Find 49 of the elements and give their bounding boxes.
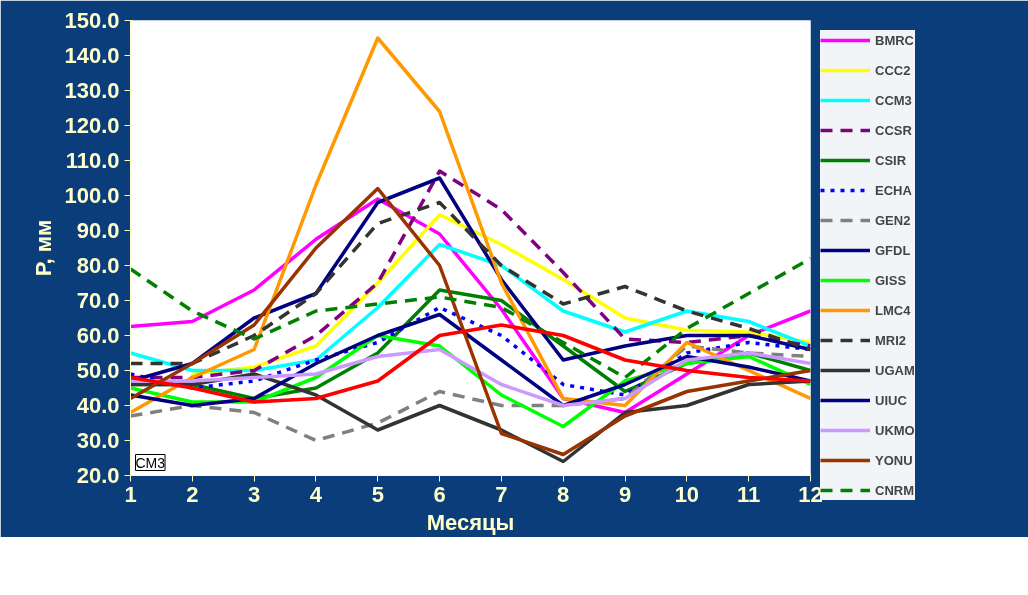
- y-tick-label: 70.0: [76, 288, 120, 313]
- y-tick-label: 130.0: [64, 78, 120, 103]
- x-tick-label: 9: [618, 481, 632, 507]
- legend-label: BMRC: [875, 31, 914, 50]
- legend-label: UGAM: [875, 361, 915, 380]
- y-tick-label: 40.0: [76, 393, 120, 418]
- legend-label: CCSR: [875, 121, 912, 140]
- legend-label: UIUC: [875, 391, 907, 410]
- legend-label: ECHA: [875, 181, 912, 200]
- line-series: [130, 347, 811, 408]
- y-tick-label: 30.0: [76, 428, 120, 453]
- y-axis-title: P, мм: [31, 219, 57, 277]
- x-axis-title: Месяцы: [426, 509, 515, 535]
- x-tick-label: 7: [495, 481, 508, 507]
- legend-label: MRI2: [875, 331, 907, 350]
- legend-label: CSIR: [875, 151, 907, 170]
- x-tick-label: 3: [248, 481, 261, 507]
- x-tick-label: 8: [557, 481, 570, 507]
- line-series: [130, 200, 811, 366]
- legend-label: LMC4: [875, 301, 911, 320]
- y-tick-label: 110.0: [65, 148, 120, 173]
- legend-label: CCM3: [875, 91, 912, 110]
- y-tick-label: 100.0: [64, 183, 120, 208]
- line-series: [130, 186, 811, 457]
- x-tick-label: 10: [674, 481, 700, 507]
- y-tick-label: 140.0: [64, 43, 120, 68]
- y-tick-label: 80.0: [76, 253, 120, 278]
- y-tick-label: 120.0: [64, 113, 120, 138]
- legend-label: CNRM: [875, 481, 914, 500]
- legend-label: YONU: [875, 451, 913, 470]
- y-tick-label: 60.0: [76, 323, 120, 348]
- legend-label: GFDL: [875, 241, 911, 260]
- annotation: CM3: [135, 454, 166, 471]
- x-tick-label: 12: [798, 481, 823, 507]
- y-tick-label: 90.0: [76, 218, 120, 243]
- x-tick-label: 2: [186, 481, 199, 507]
- x-tick-label: 6: [433, 481, 446, 507]
- x-tick-label: 1: [124, 481, 137, 507]
- legend-label: GISS: [875, 271, 907, 290]
- y-tick-label: 50.0: [76, 358, 120, 383]
- legend-label: UKMO: [875, 421, 915, 440]
- line-series: [130, 323, 811, 404]
- legend-label: CCC2: [875, 61, 911, 80]
- x-tick-label: 11: [737, 481, 761, 507]
- y-tick-label: 150.0: [64, 8, 120, 33]
- x-tick-label: 4: [309, 481, 323, 507]
- y-tick-label: 20.0: [76, 463, 120, 488]
- x-tick-label: 5: [371, 481, 384, 507]
- legend-label: GEN2: [875, 211, 911, 230]
